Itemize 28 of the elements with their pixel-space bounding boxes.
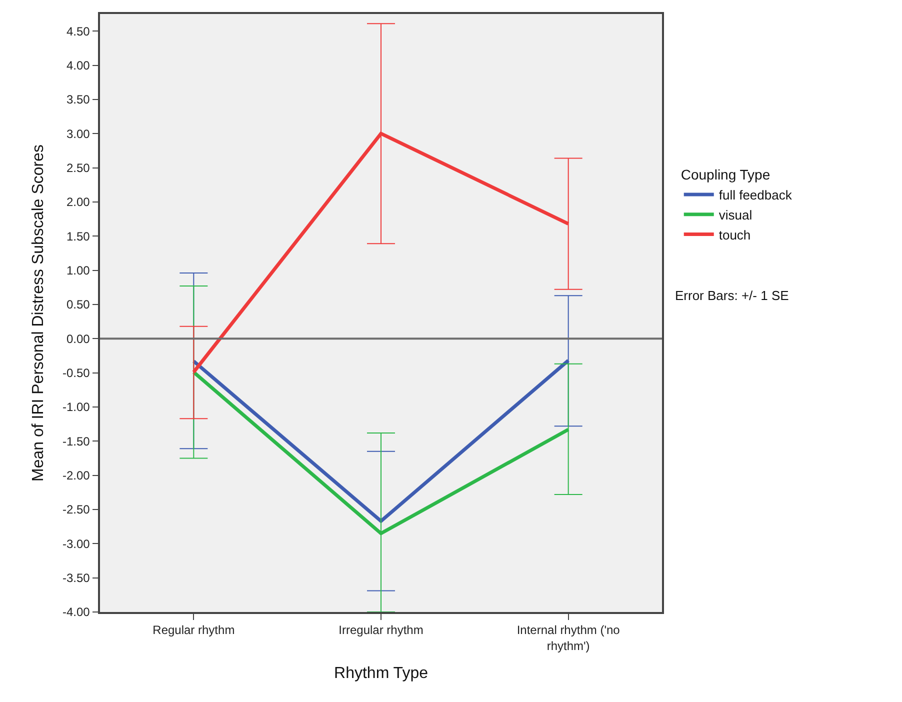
legend-label: full feedback	[718, 188, 792, 203]
x-axis-title: Rhythm Type	[334, 664, 428, 682]
legend-label: touch	[718, 227, 751, 242]
y-tick-label: -0.50	[62, 366, 90, 380]
y-axis-title: Mean of IRI Personal Distress Subscale Scores	[30, 144, 47, 482]
x-tick-label: Irregular rhythm	[338, 623, 424, 638]
y-tick-label: 0.00	[66, 332, 90, 346]
y-tick-label: 4.50	[66, 24, 90, 38]
y-tick-label: -2.00	[62, 468, 90, 483]
legend-label: visual	[718, 207, 752, 222]
y-tick-label: -2.50	[62, 502, 90, 517]
y-tick-label: 1.50	[66, 229, 90, 244]
text: Error Bars: +/- 1 SE	[675, 288, 790, 303]
y-tick-label: -1.00	[62, 400, 90, 414]
y-tick-label: -3.50	[62, 571, 90, 586]
y-tick-label: -1.50	[62, 434, 90, 448]
y-tick-label: 4.00	[66, 58, 90, 72]
y-tick-label: 1.00	[66, 263, 90, 278]
y-tick-label: -4.00	[62, 605, 90, 620]
x-tick-label: Regular rhythm	[152, 623, 235, 638]
y-tick-label: -3.00	[62, 536, 90, 551]
y-tick-label: 2.00	[66, 195, 90, 210]
x-tick-label: Internal rhythm ('no rhythm')	[516, 623, 620, 653]
y-tick-label: 2.50	[66, 160, 90, 175]
legend-title: Coupling Type	[680, 166, 770, 183]
y-tick-label: 3.00	[66, 126, 90, 141]
y-tick-label: 3.50	[66, 92, 90, 107]
y-tick-label: 0.50	[66, 298, 90, 312]
